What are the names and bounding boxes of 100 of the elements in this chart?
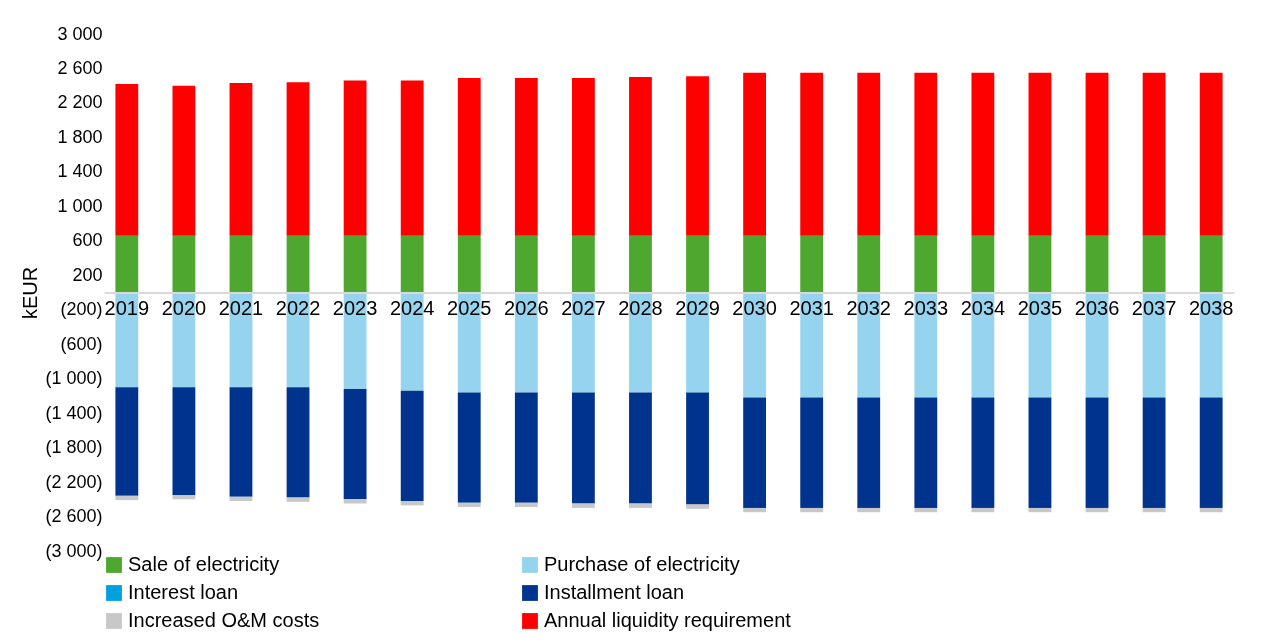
y-tick-label: 3 000	[57, 23, 103, 44]
bar	[800, 397, 824, 508]
x-tick-label: 2026	[504, 297, 549, 319]
bar	[514, 77, 538, 236]
y-tick-label: 1 000	[57, 195, 103, 216]
bar	[686, 235, 709, 293]
bar	[1142, 72, 1166, 236]
bar	[571, 77, 595, 236]
x-tick-label: 2035	[1017, 297, 1063, 319]
bar	[686, 504, 709, 509]
bar	[686, 76, 709, 236]
bar	[1085, 72, 1109, 236]
bar	[172, 85, 196, 236]
bar	[172, 235, 196, 293]
bar	[857, 397, 881, 508]
y-tick-label: (1 000)	[45, 368, 103, 389]
x-tick-label: 2023	[332, 297, 378, 319]
x-tick-label: 2027	[561, 297, 606, 319]
x-tick-label: 2028	[618, 297, 663, 319]
x-tick-label: 2019	[104, 297, 150, 319]
x-tick-label: 2032	[846, 297, 891, 319]
bar	[343, 235, 367, 293]
bar	[629, 235, 652, 293]
bar	[229, 387, 253, 497]
x-tick-label: 2022	[275, 297, 321, 319]
x-tick-label: 2034	[960, 297, 1006, 319]
x-tick-label: 2020	[161, 297, 207, 319]
bar	[400, 501, 424, 506]
bar	[1199, 72, 1223, 236]
y-tick-label: (1 400)	[45, 402, 103, 423]
bar	[857, 72, 881, 236]
bar	[115, 495, 139, 501]
x-tick-label: 2025	[447, 297, 492, 319]
y-tick-label: (2 200)	[45, 471, 103, 492]
bar	[1028, 235, 1052, 293]
bar	[457, 502, 481, 508]
bar	[571, 392, 595, 504]
bar	[400, 80, 424, 236]
bar	[286, 387, 310, 498]
x-tick-label: 2033	[903, 297, 949, 319]
x-tick-label: 2030	[732, 297, 777, 319]
bar	[172, 387, 196, 495]
y-tick-label: 600	[72, 230, 103, 251]
bar	[514, 502, 538, 508]
x-tick-label: 2036	[1074, 297, 1120, 319]
bar	[343, 80, 367, 236]
y-tick-label: 2 600	[57, 57, 103, 78]
bar	[743, 507, 767, 513]
x-tick-label: 2038	[1188, 297, 1234, 319]
y-tick-label: (2 600)	[45, 506, 103, 527]
bar	[514, 392, 538, 503]
legend-label: Increased O&M costs	[128, 609, 320, 631]
bar	[1199, 507, 1223, 513]
bar	[914, 235, 938, 293]
x-tick-label: 2037	[1131, 297, 1177, 319]
bar	[514, 235, 538, 293]
x-tick-label: 2021	[218, 297, 264, 319]
bar	[629, 503, 652, 508]
bar	[1142, 397, 1166, 508]
bar	[229, 496, 253, 502]
bar	[1028, 72, 1052, 236]
bar	[971, 72, 995, 236]
x-tick-label: 2031	[789, 297, 834, 319]
legend-label: Sale of electricity	[128, 553, 280, 575]
bar	[971, 235, 995, 293]
x-tick-label: 2024	[389, 297, 435, 319]
legend-label: Installment loan	[544, 581, 685, 603]
y-tick-label: 2 200	[57, 92, 103, 113]
legend-label: Annual liquidity requirement	[544, 609, 792, 631]
bar	[743, 235, 767, 293]
bar	[629, 77, 652, 236]
bar	[1028, 507, 1052, 513]
y-tick-label: 1 400	[57, 161, 103, 182]
bar	[400, 390, 424, 502]
bar	[343, 499, 367, 504]
bar	[1142, 507, 1166, 513]
x-tick-label: 2029	[675, 297, 720, 319]
bar	[800, 507, 824, 513]
bar	[115, 387, 139, 496]
bar	[1199, 397, 1223, 508]
y-tick-label: (200)	[60, 299, 103, 320]
bar	[571, 503, 595, 508]
bar	[971, 507, 995, 513]
y-tick-label: (1 800)	[45, 437, 103, 458]
bar	[571, 235, 595, 293]
bar	[857, 507, 881, 513]
bar	[457, 77, 481, 236]
bar	[229, 235, 253, 293]
bar	[686, 392, 709, 505]
bar	[629, 392, 652, 504]
bar	[286, 235, 310, 293]
legend-label: Interest loan	[128, 581, 239, 603]
y-tick-label: 200	[72, 264, 103, 285]
bar	[172, 494, 196, 500]
bar	[286, 82, 310, 236]
bar	[457, 392, 481, 503]
y-tick-label: 1 800	[57, 126, 103, 147]
y-tick-label: (3 000)	[45, 540, 103, 561]
bar	[914, 72, 938, 236]
bar	[229, 83, 253, 236]
